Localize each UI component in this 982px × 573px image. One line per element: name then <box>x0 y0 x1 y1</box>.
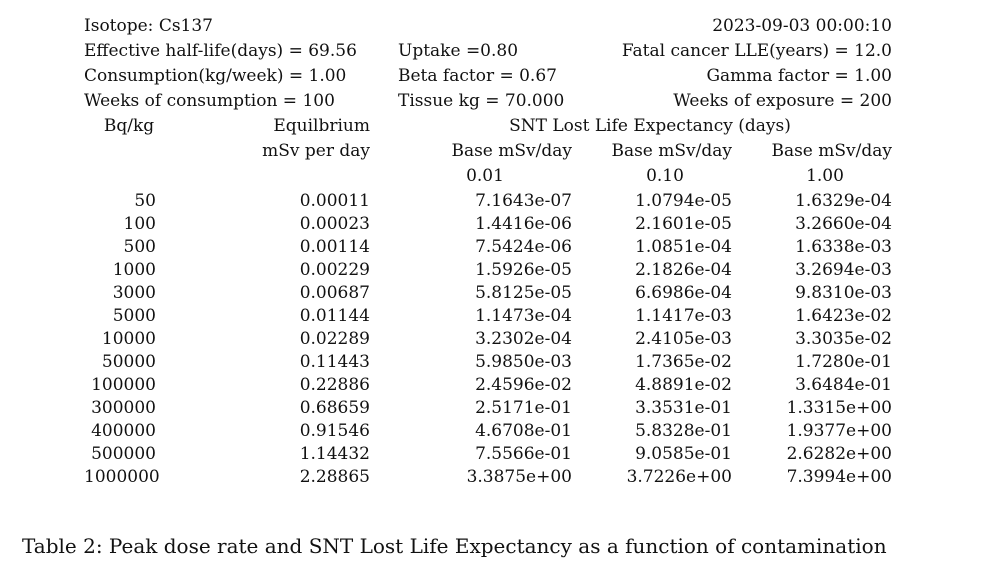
cell-equilibrium: 0.68659 <box>299 398 370 418</box>
fatal-lle-label: Fatal cancer LLE(years) = 12.0 <box>621 41 892 61</box>
cell-base2: 1.0794e-05 <box>635 191 732 211</box>
column-subheader-base3: Base mSv/day <box>771 141 892 161</box>
cell-base2: 9.0585e-01 <box>635 444 732 464</box>
cell-equilibrium: 0.22886 <box>299 375 370 395</box>
cell-base3: 3.2694e-03 <box>795 260 892 280</box>
isotope-label: Isotope: Cs137 <box>84 16 213 36</box>
timestamp: 2023-09-03 00:00:10 <box>712 16 892 36</box>
cell-base3: 1.6423e-02 <box>795 306 892 326</box>
cell-base3: 1.7280e-01 <box>795 352 892 372</box>
table-caption: Table 2: Peak dose rate and SNT Lost Lif… <box>22 534 887 558</box>
cell-base2: 2.4105e-03 <box>635 329 732 349</box>
cell-base1: 7.5566e-01 <box>475 444 572 464</box>
cell-bqkg: 100 <box>123 214 156 234</box>
cell-base1: 1.4416e-06 <box>475 214 572 234</box>
base2-value: 0.10 <box>646 166 684 186</box>
cell-base2: 3.7226e+00 <box>626 467 732 487</box>
cell-base2: 1.0851e-04 <box>635 237 732 257</box>
cell-base3: 9.8310e-03 <box>795 283 892 303</box>
column-subheader-base2: Base mSv/day <box>611 141 732 161</box>
cell-base3: 3.3035e-02 <box>795 329 892 349</box>
cell-base1: 1.5926e-05 <box>475 260 572 280</box>
cell-bqkg: 500000 <box>91 444 156 464</box>
base1-value: 0.01 <box>466 166 504 186</box>
cell-base3: 3.2660e-04 <box>795 214 892 234</box>
column-header-snt: SNT Lost Life Expectancy (days) <box>509 116 791 136</box>
cell-base3: 1.6329e-04 <box>795 191 892 211</box>
cell-bqkg: 100000 <box>91 375 156 395</box>
cell-bqkg: 10000 <box>101 329 156 349</box>
cell-equilibrium: 0.00687 <box>299 283 370 303</box>
cell-bqkg: 3000 <box>112 283 156 303</box>
cell-equilibrium: 2.28865 <box>299 467 370 487</box>
cell-base1: 1.1473e-04 <box>475 306 572 326</box>
cell-base1: 3.3875e+00 <box>466 467 572 487</box>
column-subheader-base1: Base mSv/day <box>451 141 572 161</box>
cell-base2: 2.1826e-04 <box>635 260 732 280</box>
cell-equilibrium: 0.91546 <box>299 421 370 441</box>
cell-bqkg: 5000 <box>112 306 156 326</box>
cell-base3: 1.6338e-03 <box>795 237 892 257</box>
consumption-label: Consumption(kg/week) = 1.00 <box>84 66 347 86</box>
cell-bqkg: 50 <box>134 191 156 211</box>
cell-equilibrium: 1.14432 <box>299 444 370 464</box>
cell-bqkg: 1000 <box>112 260 156 280</box>
cell-equilibrium: 0.00023 <box>299 214 370 234</box>
column-header-equilibrium: Equilbrium <box>273 116 370 136</box>
cell-base2: 1.1417e-03 <box>635 306 732 326</box>
column-subheader-msv: mSv per day <box>262 141 370 161</box>
cell-equilibrium: 0.02289 <box>299 329 370 349</box>
cell-equilibrium: 0.00229 <box>299 260 370 280</box>
cell-base1: 2.4596e-02 <box>475 375 572 395</box>
cell-bqkg: 300000 <box>91 398 156 418</box>
gamma-factor-label: Gamma factor = 1.00 <box>706 66 892 86</box>
base3-value: 1.00 <box>806 166 844 186</box>
cell-bqkg: 1000000 <box>84 467 160 487</box>
cell-base3: 1.3315e+00 <box>786 398 892 418</box>
cell-base2: 4.8891e-02 <box>635 375 732 395</box>
cell-base3: 1.9377e+00 <box>786 421 892 441</box>
cell-equilibrium: 0.11443 <box>299 352 370 372</box>
cell-base1: 5.9850e-03 <box>475 352 572 372</box>
cell-base1: 7.5424e-06 <box>475 237 572 257</box>
cell-equilibrium: 0.00011 <box>299 191 370 211</box>
weeks-consumption-label: Weeks of consumption = 100 <box>84 91 335 111</box>
cell-base1: 7.1643e-07 <box>475 191 572 211</box>
column-header-bqkg: Bq/kg <box>103 116 155 136</box>
cell-equilibrium: 0.01144 <box>299 306 370 326</box>
half-life-label: Effective half-life(days) = 69.56 <box>84 41 357 61</box>
cell-base2: 5.8328e-01 <box>635 421 732 441</box>
cell-base1: 4.6708e-01 <box>475 421 572 441</box>
cell-base2: 3.3531e-01 <box>635 398 732 418</box>
cell-base3: 7.3994e+00 <box>786 467 892 487</box>
cell-bqkg: 500 <box>123 237 156 257</box>
cell-base1: 3.2302e-04 <box>475 329 572 349</box>
weeks-exposure-label: Weeks of exposure = 200 <box>673 91 892 111</box>
cell-base2: 1.7365e-02 <box>635 352 732 372</box>
cell-base2: 2.1601e-05 <box>635 214 732 234</box>
cell-base2: 6.6986e-04 <box>635 283 732 303</box>
tissue-label: Tissue kg = 70.000 <box>398 91 565 111</box>
cell-base1: 5.8125e-05 <box>475 283 572 303</box>
cell-base1: 2.5171e-01 <box>475 398 572 418</box>
cell-base3: 2.6282e+00 <box>786 444 892 464</box>
uptake-label: Uptake =0.80 <box>398 41 519 61</box>
beta-factor-label: Beta factor = 0.67 <box>398 66 557 86</box>
cell-bqkg: 50000 <box>101 352 156 372</box>
cell-equilibrium: 0.00114 <box>299 237 370 257</box>
cell-bqkg: 400000 <box>91 421 156 441</box>
cell-base3: 3.6484e-01 <box>795 375 892 395</box>
